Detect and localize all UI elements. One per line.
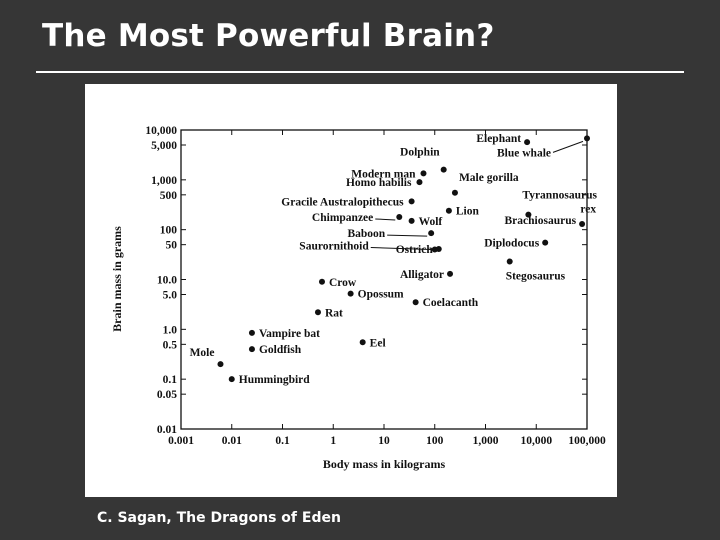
point-label-gracile-australopithecus: Gracile Australopithecus: [281, 196, 404, 208]
x-tick-label: 0.01: [222, 435, 242, 447]
slide-title: The Most Powerful Brain?: [42, 18, 495, 54]
point-coelacanth: [412, 299, 419, 306]
point-label-wolf: Wolf: [419, 216, 443, 228]
point-goldfish: [248, 346, 255, 353]
point-label-blue-whale: Blue whale: [497, 147, 551, 159]
point-label-vampire-bat: Vampire bat: [259, 328, 320, 340]
y-tick-label: 500: [160, 190, 178, 202]
chart-marks: Elephant Blue whale Dolphin Modern manHomo …: [190, 133, 598, 386]
leader-line: [370, 246, 431, 250]
y-tick-label: 1.0: [163, 324, 178, 336]
point-label-diplodocus: Diplodocus: [484, 238, 539, 250]
point-label-ostrich: Ostrich: [396, 244, 434, 256]
point-label-crow: Crow: [329, 277, 357, 289]
leader-line: [552, 140, 584, 153]
point-chimpanzee: [396, 213, 403, 220]
point-lion: [445, 207, 452, 214]
y-tick-label: 0.01: [157, 424, 177, 436]
point-blue-whale: [584, 135, 590, 142]
point-male-gorilla: [451, 189, 458, 196]
point-elephant: [524, 139, 531, 146]
point-label-stegosaurus: Stegosaurus: [506, 270, 566, 282]
point-gracile-australopithecus: [408, 198, 415, 205]
point-label-mole: Mole: [190, 347, 215, 359]
point-tyrannosaurus-rex: [525, 211, 532, 218]
point-rat: [314, 309, 321, 316]
point-label-baboon: Baboon: [347, 228, 385, 240]
x-tick-label: 10: [378, 435, 390, 447]
scanned-figure: 0.001 0.01 0.1 1 10 100 1,000 10,000 100,000 10,0…: [85, 84, 617, 497]
point-label-chimpanzee: Chimpanzee: [312, 212, 373, 224]
y-axis-label: Brain mass in grams: [110, 226, 124, 332]
point-label-homo-habilis: Homo habilis: [346, 177, 412, 189]
y-tick-label: 0.5: [163, 339, 178, 351]
point-brachiosaurus: [579, 220, 586, 227]
point-label-modern-man: Modern man: [351, 168, 416, 180]
point-opossum: [347, 290, 354, 297]
point-homo-habilis: [416, 179, 423, 186]
y-tick-label: 0.1: [163, 374, 178, 386]
point-crow: [318, 278, 325, 285]
x-tick-label: 1: [330, 435, 336, 447]
point-baboon: [428, 230, 435, 237]
point-wolf: [408, 217, 415, 224]
point-stegosaurus: [506, 258, 513, 265]
x-tick-label: 100,000: [568, 435, 606, 447]
y-tick-label: 10,000: [145, 125, 177, 137]
x-tick-label: 0.1: [275, 435, 290, 447]
point-ostrich: [435, 245, 442, 252]
x-tick-label: 0.001: [168, 435, 194, 447]
point-label-lion: Lion: [456, 206, 480, 218]
point-dolphin: [440, 166, 447, 173]
x-tick-label: 100: [426, 435, 444, 447]
point-label-tyrannosaurus-rex: Tyrannosaurus rex: [522, 190, 597, 216]
point-diplodocus: [542, 239, 549, 246]
point-label-male-gorilla: Male gorilla: [459, 172, 519, 184]
point-vampire-bat: [248, 329, 255, 336]
point-label-eel: Eel: [370, 337, 386, 349]
x-axis-label: Body mass in kilograms: [323, 457, 446, 471]
brain-body-mass-chart: 0.001 0.01 0.1 1 10 100 1,000 10,000 100,00010,0…: [110, 125, 606, 471]
point-eel: [359, 339, 366, 346]
point-label-rat: Rat: [325, 307, 343, 319]
point-label-opossum: Opossum: [358, 289, 404, 301]
point-mole: [217, 361, 224, 368]
point-alligator: [447, 270, 454, 277]
y-tick-label: 100: [160, 225, 178, 237]
point-label-hummingbird: Hummingbird: [239, 374, 311, 386]
y-tick-label: 10.0: [157, 275, 177, 287]
y-tick-label: 1,000: [151, 175, 177, 187]
title-divider: [36, 71, 684, 73]
point-label-alligator: Alligator: [400, 269, 444, 281]
y-tick-label: 50: [166, 240, 178, 252]
y-tick-label: 5.0: [163, 290, 178, 302]
chart-ticks: 0.001 0.01 0.1 1 10 100 1,000 10,000 100,00010,0…: [145, 125, 606, 447]
y-tick-label: 5,000: [151, 140, 177, 152]
point-modern-man: [420, 170, 427, 177]
x-tick-label: 10,000: [520, 435, 552, 447]
x-tick-label: 1,000: [473, 435, 499, 447]
point-hummingbird: [228, 376, 235, 383]
point-label-elephant: Elephant: [476, 133, 521, 145]
y-tick-label: 0.05: [157, 389, 177, 401]
citation-caption: C. Sagan, The Dragons of Eden: [97, 510, 341, 526]
point-label-saurornithoid: Saurornithoid: [299, 240, 369, 252]
point-label-brachiosaurus: Brachiosaurus: [505, 215, 577, 227]
point-label-goldfish: Goldfish: [259, 344, 302, 356]
point-label-coelacanth: Coelacanth: [423, 297, 479, 309]
point-label-dolphin: Dolphin: [400, 147, 440, 159]
leader-line: [387, 234, 428, 237]
leader-line: [375, 218, 396, 221]
